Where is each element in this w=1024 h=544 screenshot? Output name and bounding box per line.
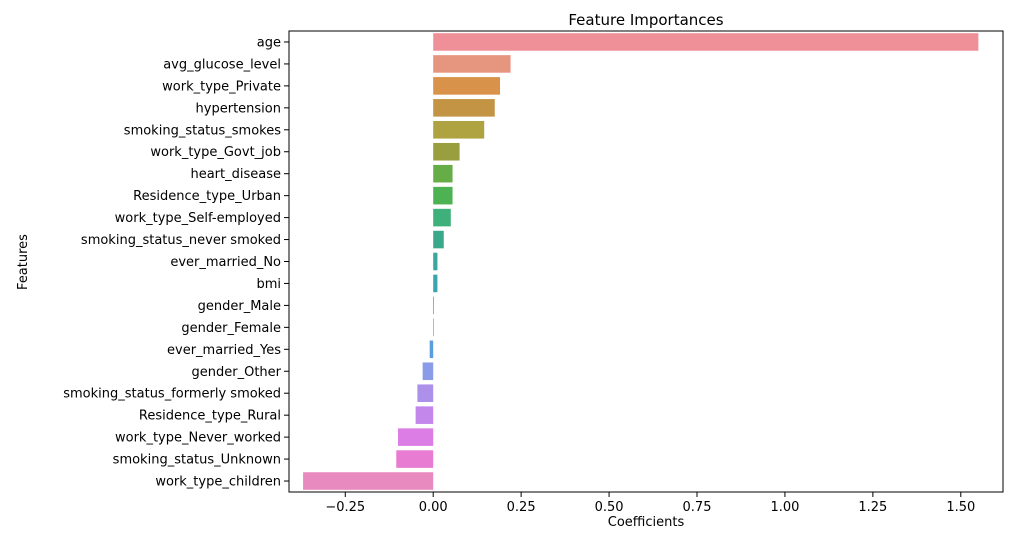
bar-gender-male xyxy=(433,296,434,315)
y-axis-label: Features xyxy=(16,234,31,290)
y-tick-label: avg_glucose_level xyxy=(163,57,281,72)
y-tick-label: Residence_type_Rural xyxy=(139,409,281,424)
bar-work-type-private xyxy=(433,77,501,95)
bar-work-type-never-worked xyxy=(398,428,434,446)
y-tick-label: gender_Other xyxy=(192,365,282,380)
x-axis-label: Coefficients xyxy=(608,515,685,530)
y-tick-label: smoking_status_formerly smoked xyxy=(63,387,281,402)
bar-smoking-status-never-smoked xyxy=(433,230,444,249)
y-tick-label: Residence_type_Urban xyxy=(133,189,281,204)
x-tick-label: −0.25 xyxy=(325,500,365,515)
bar-age xyxy=(433,33,979,51)
y-tick-label: gender_Female xyxy=(181,321,281,336)
y-tick-label: ever_married_No xyxy=(170,255,281,270)
bar-hypertension xyxy=(433,99,495,117)
y-tick-label: smoking_status_smokes xyxy=(124,123,281,138)
x-tick-label: 1.25 xyxy=(858,500,887,515)
y-tick-label: work_type_Govt_job xyxy=(150,145,281,160)
x-tick-label: 1.00 xyxy=(770,500,799,515)
y-tick-label: work_type_Never_worked xyxy=(115,431,281,446)
x-ticks: −0.25 0.00 0.25 0.50 0.75 1.00 1.25 1.50 xyxy=(325,492,975,515)
bar-smoking-status-smokes xyxy=(433,121,485,139)
bar-work-type-children xyxy=(303,472,434,490)
y-tick-label: smoking_status_never smoked xyxy=(81,233,281,248)
y-tick-label: heart_disease xyxy=(190,167,281,182)
bar-gender-female xyxy=(433,318,434,337)
bar-smoking-status-formerly-smoked xyxy=(417,384,434,402)
bar-work-type-govt-job xyxy=(433,142,460,161)
y-tick-label: gender_Male xyxy=(198,299,281,314)
bar-gender-other xyxy=(422,362,434,381)
bar-residence-type-urban xyxy=(433,186,453,205)
x-tick-label: 1.50 xyxy=(946,500,975,515)
bar-residence-type-rural xyxy=(415,406,434,424)
y-tick-label: ever_married_Yes xyxy=(167,343,281,358)
y-tick-label: bmi xyxy=(256,277,281,292)
plot-frame xyxy=(288,30,1004,493)
bar-smoking-status-unknown xyxy=(396,450,434,468)
y-tick-label: age xyxy=(257,35,281,50)
bar-work-type-self-employed xyxy=(433,208,451,227)
y-tick-label: work_type_children xyxy=(155,475,281,490)
x-tick-label: 0.50 xyxy=(595,500,624,515)
y-tick-labels: age avg_glucose_level work_type_Privatehyp… xyxy=(63,35,289,490)
chart-title: Feature Importances xyxy=(568,11,723,29)
bar-ever-married-no xyxy=(433,252,438,271)
y-tick-label: smoking_status_Unknown xyxy=(113,453,281,468)
y-tick-label: work_type_Private xyxy=(162,79,281,94)
bar-bmi xyxy=(433,274,438,293)
y-tick-label: work_type_Self-employed xyxy=(115,211,281,226)
x-tick-label: 0.25 xyxy=(507,500,536,515)
x-tick-label: 0.75 xyxy=(683,500,712,515)
bars-group xyxy=(303,33,979,490)
bar-avg-glucose-level xyxy=(433,55,511,73)
bar-ever-married-yes xyxy=(429,340,434,359)
y-tick-label: hypertension xyxy=(196,101,281,116)
bar-heart-disease xyxy=(433,164,453,183)
x-tick-label: 0.00 xyxy=(419,500,448,515)
